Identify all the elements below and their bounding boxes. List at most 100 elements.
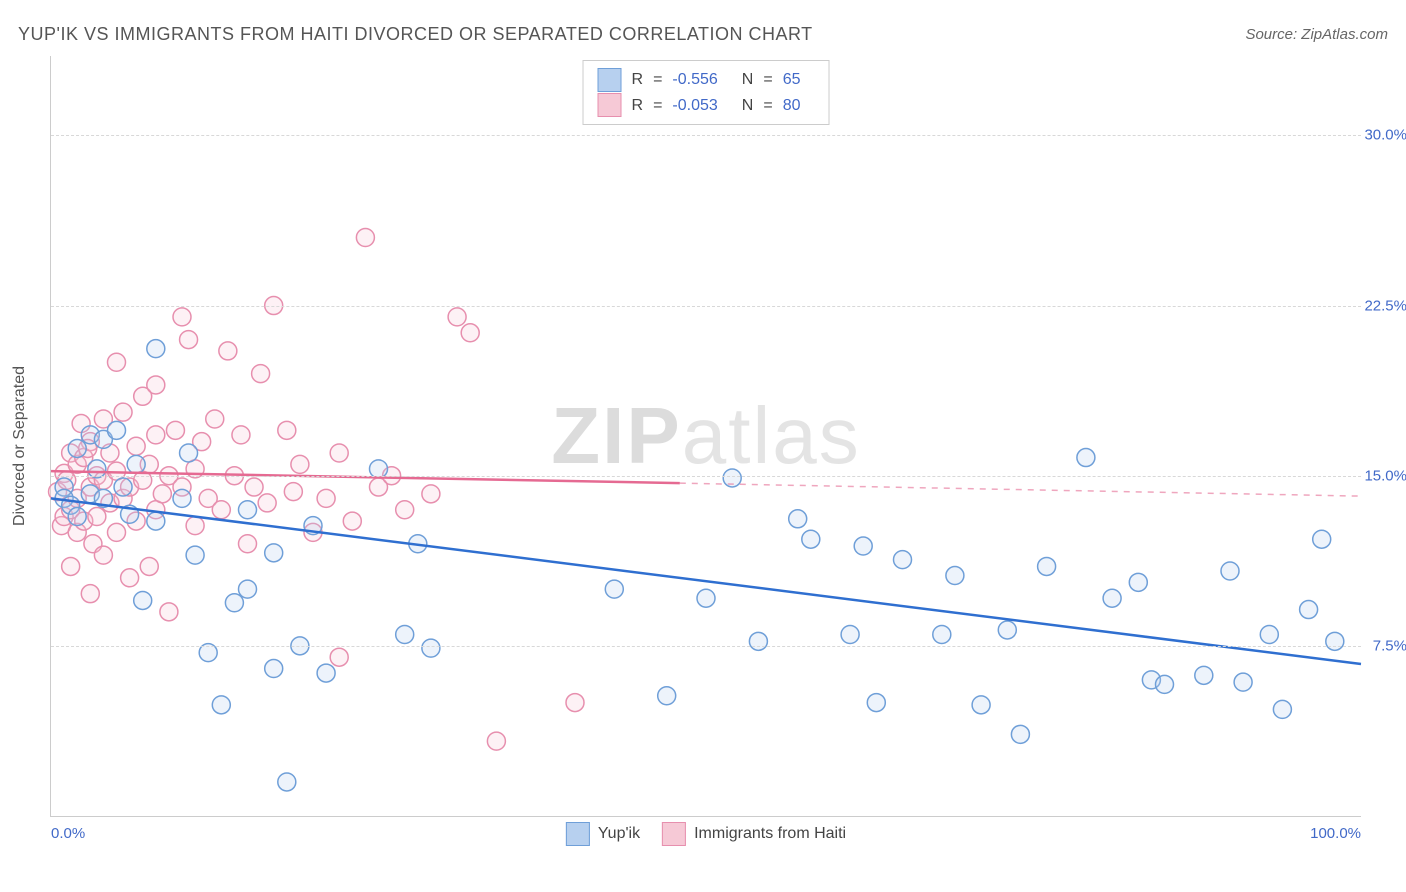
data-point-a [225,594,243,612]
data-point-b [448,308,466,326]
data-point-a [1156,675,1174,693]
x-tick-label: 0.0% [51,825,85,842]
data-point-b [180,331,198,349]
gridline [51,306,1361,307]
data-point-b [173,308,191,326]
data-point-b [147,426,165,444]
data-point-a [1195,666,1213,684]
data-point-b [140,557,158,575]
data-point-b [487,732,505,750]
data-point-b [121,569,139,587]
data-point-b [396,501,414,519]
data-point-b [252,365,270,383]
data-point-a [697,589,715,607]
data-point-a [239,501,257,519]
data-point-a [1326,632,1344,650]
data-point-a [605,580,623,598]
data-point-b [356,228,374,246]
data-point-a [180,444,198,462]
data-point-b [153,485,171,503]
data-point-b [88,508,106,526]
data-point-a [1313,530,1331,548]
source-text: Source: ZipAtlas.com [1245,26,1388,43]
data-point-a [1038,557,1056,575]
data-point-b [343,512,361,530]
data-point-b [127,437,145,455]
y-tick-label: 30.0% [1364,127,1406,144]
data-point-b [62,557,80,575]
data-point-a [1260,626,1278,644]
data-point-a [1077,449,1095,467]
data-point-b [461,324,479,342]
data-point-b [206,410,224,428]
plot-svg [51,56,1361,816]
data-point-a [867,694,885,712]
gridline [51,476,1361,477]
data-point-a [265,544,283,562]
data-point-b [317,489,335,507]
data-point-b [186,517,204,535]
data-point-a [212,696,230,714]
data-point-a [147,512,165,530]
legend-bottom: Yup'ik Immigrants from Haiti [566,822,846,846]
data-point-a [1234,673,1252,691]
data-point-a [854,537,872,555]
data-point-a [147,340,165,358]
data-point-b [108,353,126,371]
trend-line-dashed [680,483,1361,496]
data-point-b [239,535,257,553]
data-point-a [1103,589,1121,607]
data-point-a [186,546,204,564]
data-point-a [933,626,951,644]
y-tick-label: 7.5% [1373,637,1406,654]
data-point-a [108,421,126,439]
data-point-b [291,455,309,473]
data-point-a [749,632,767,650]
data-point-b [219,342,237,360]
data-point-a [972,696,990,714]
gridline [51,646,1361,647]
plot-area: ZIPatlas R = -0.556 N = 65 R = -0.053 N … [50,56,1361,817]
data-point-a [396,626,414,644]
data-point-a [1221,562,1239,580]
data-point-b [330,648,348,666]
data-point-a [127,455,145,473]
data-point-a [422,639,440,657]
data-point-a [1300,601,1318,619]
data-point-b [81,585,99,603]
data-point-b [566,694,584,712]
chart-title: YUP'IK VS IMMIGRANTS FROM HAITI DIVORCED… [18,24,813,45]
data-point-a [1011,725,1029,743]
y-axis-title: Divorced or Separated [11,366,29,526]
data-point-a [658,687,676,705]
data-point-b [108,523,126,541]
legend-item-b: Immigrants from Haiti [662,822,846,846]
data-point-a [173,489,191,507]
legend-label-a: Yup'ik [598,825,640,843]
data-point-b [166,421,184,439]
gridline [51,135,1361,136]
data-point-a [789,510,807,528]
data-point-b [147,376,165,394]
legend-swatch-a [566,822,590,846]
data-point-b [212,501,230,519]
data-point-a [68,439,86,457]
data-point-b [245,478,263,496]
data-point-a [998,621,1016,639]
data-point-a [239,580,257,598]
data-point-a [1273,700,1291,718]
legend-item-a: Yup'ik [566,822,640,846]
x-tick-label: 100.0% [1310,825,1361,842]
data-point-b [94,546,112,564]
data-point-a [841,626,859,644]
legend-label-b: Immigrants from Haiti [694,825,846,843]
data-point-b [284,483,302,501]
data-point-a [317,664,335,682]
data-point-b [232,426,250,444]
data-point-a [114,478,132,496]
data-point-b [114,403,132,421]
data-point-a [134,591,152,609]
data-point-b [422,485,440,503]
data-point-a [265,660,283,678]
data-point-b [330,444,348,462]
